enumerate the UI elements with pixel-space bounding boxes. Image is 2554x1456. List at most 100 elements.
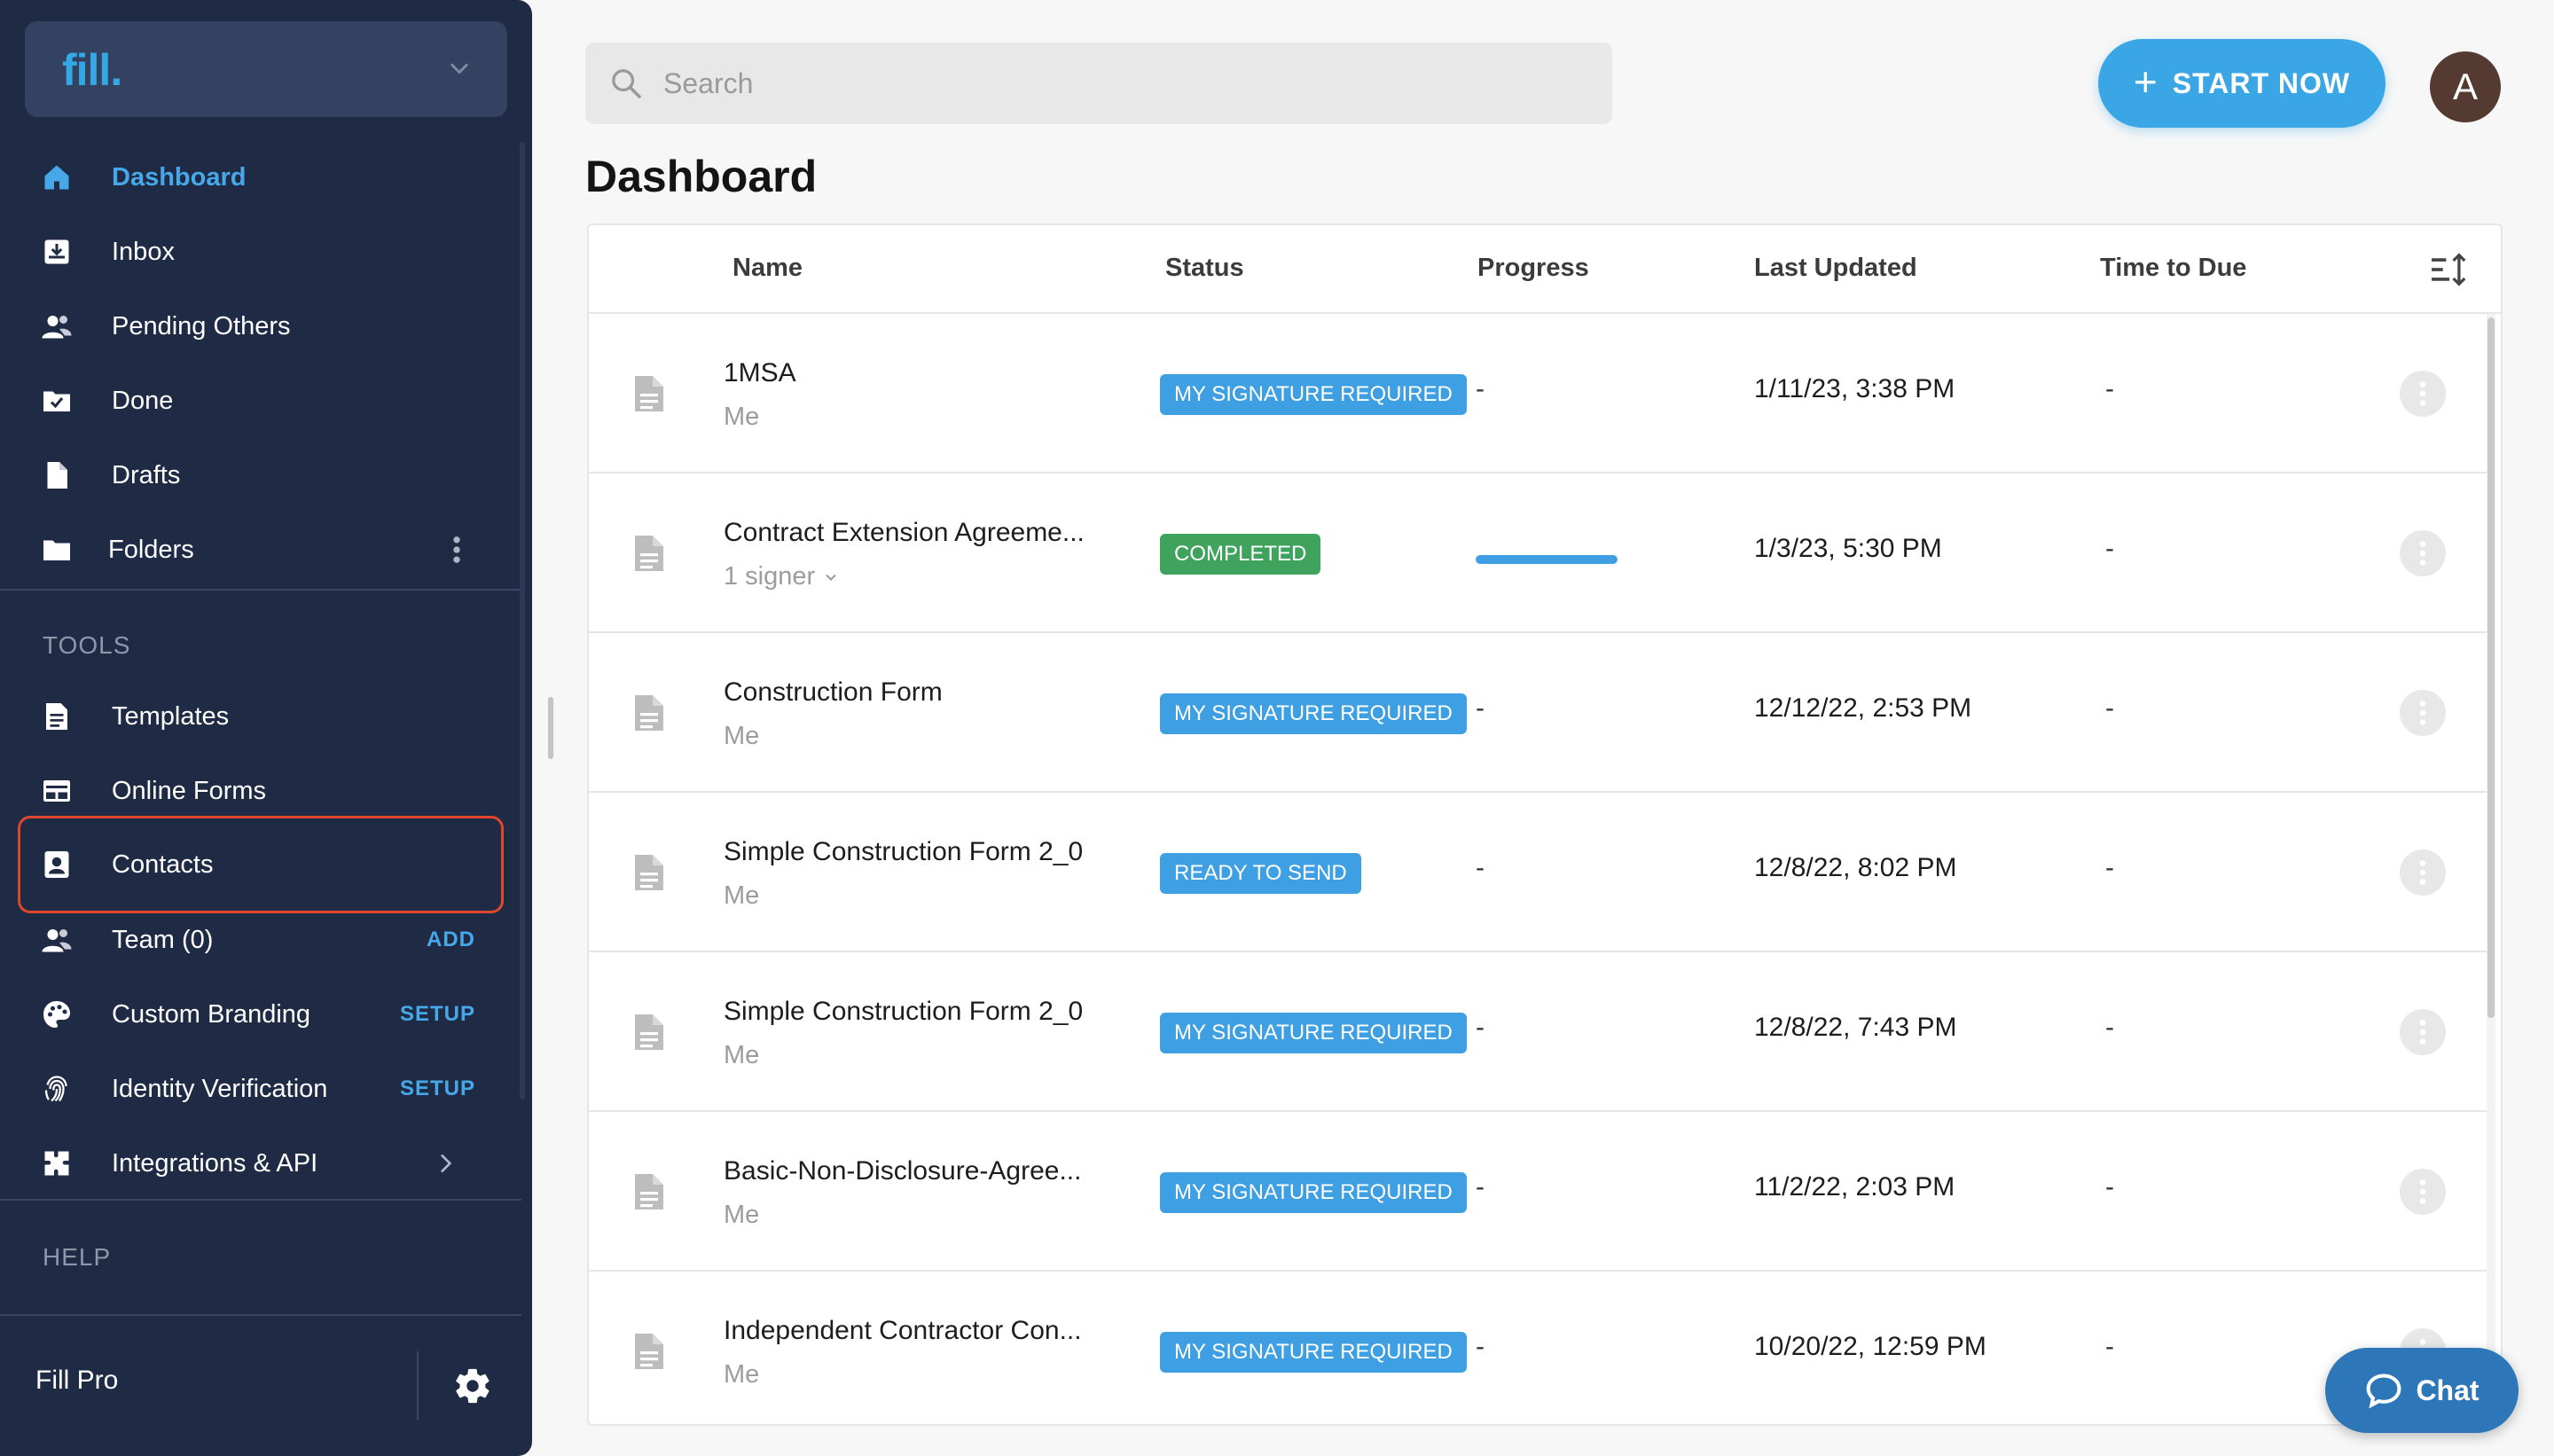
time-to-due: - xyxy=(2105,374,2114,403)
sidebar-item-pending-others[interactable]: Pending Others xyxy=(18,289,504,364)
row-more-button[interactable] xyxy=(2400,1169,2446,1215)
table-scrollbar-thumb[interactable] xyxy=(2487,317,2495,1018)
contacts-icon xyxy=(37,845,76,884)
document-icon xyxy=(635,536,663,571)
search-icon xyxy=(612,69,641,98)
column-header-last-updated[interactable]: Last Updated xyxy=(1754,254,1917,282)
row-more-button[interactable] xyxy=(2400,1009,2446,1055)
document-signer: Me xyxy=(724,1041,760,1069)
sidebar-item-done[interactable]: Done xyxy=(18,364,504,438)
sidebar-item-label: Contacts xyxy=(112,849,214,879)
status-badge: MY SIGNATURE REQUIRED xyxy=(1160,374,1467,415)
sidebar-item-folders[interactable]: Folders xyxy=(18,513,504,587)
footer-divider xyxy=(417,1351,419,1421)
table-scrollbar[interactable] xyxy=(2487,314,2495,1422)
progress-fill xyxy=(1476,555,1618,564)
more-vertical-icon xyxy=(2419,381,2426,406)
last-updated: 12/12/22, 2:53 PM xyxy=(1754,693,1972,723)
table-row[interactable]: Construction Form Me MY SIGNATURE REQUIR… xyxy=(589,633,2487,793)
table-row[interactable]: Simple Construction Form 2_0 Me READY TO… xyxy=(589,793,2487,952)
team-add-button[interactable]: ADD xyxy=(427,928,475,951)
templates-icon xyxy=(37,697,76,736)
chevron-down-icon xyxy=(826,574,836,581)
sidebar-item-identity-verification[interactable]: Identity Verification SETUP xyxy=(18,1052,504,1126)
status-badge: MY SIGNATURE REQUIRED xyxy=(1160,693,1467,734)
avatar[interactable]: A xyxy=(2430,51,2501,122)
more-vertical-icon xyxy=(2419,1179,2426,1204)
document-signer: Me xyxy=(724,1360,760,1389)
sidebar-item-label: Integrations & API xyxy=(112,1148,318,1178)
sidebar-resize-handle[interactable] xyxy=(548,697,553,759)
document-name[interactable]: Independent Contractor Con... xyxy=(724,1316,1082,1345)
document-name[interactable]: 1MSA xyxy=(724,358,796,387)
row-more-button[interactable] xyxy=(2400,530,2446,576)
column-header-progress[interactable]: Progress xyxy=(1477,254,1589,282)
workspace-switcher[interactable]: fill. xyxy=(25,21,507,117)
document-name[interactable]: Simple Construction Form 2_0 xyxy=(724,837,1084,866)
document-icon xyxy=(635,1334,663,1369)
sidebar-item-team[interactable]: Team (0) ADD xyxy=(18,903,504,977)
document-icon xyxy=(635,695,663,731)
chevron-down-icon xyxy=(450,63,468,74)
sidebar-item-dashboard[interactable]: Dashboard xyxy=(18,140,504,215)
sidebar-item-templates[interactable]: Templates xyxy=(18,679,504,754)
branding-setup-button[interactable]: SETUP xyxy=(399,1002,475,1026)
sidebar-item-contacts[interactable]: Contacts xyxy=(18,816,504,913)
more-vertical-icon xyxy=(2419,1020,2426,1045)
row-more-button[interactable] xyxy=(2400,690,2446,736)
document-name[interactable]: Simple Construction Form 2_0 xyxy=(724,997,1084,1026)
sidebar-scrollbar[interactable] xyxy=(520,142,525,1100)
document-name[interactable]: Contract Extension Agreeme... xyxy=(724,518,1085,547)
status-badge: MY SIGNATURE REQUIRED xyxy=(1160,1013,1467,1053)
document-signer: Me xyxy=(724,722,760,750)
fingerprint-icon xyxy=(37,1069,76,1108)
last-updated: 11/2/22, 2:03 PM xyxy=(1754,1172,1955,1202)
help-section-title[interactable]: HELP xyxy=(43,1243,112,1271)
sidebar-item-drafts[interactable]: Drafts xyxy=(18,438,504,513)
folders-more-icon[interactable] xyxy=(452,536,461,564)
table-row[interactable]: Contract Extension Agreeme... 1 signer C… xyxy=(589,474,2487,633)
start-now-button[interactable]: + START NOW xyxy=(2098,39,2386,128)
search-bar[interactable] xyxy=(585,43,1612,124)
sort-icon[interactable] xyxy=(2430,252,2469,287)
sidebar-divider xyxy=(0,1199,521,1201)
gear-icon[interactable] xyxy=(452,1366,493,1406)
row-more-button[interactable] xyxy=(2400,849,2446,896)
document-name[interactable]: Construction Form xyxy=(724,677,943,707)
status-badge: COMPLETED xyxy=(1160,534,1321,575)
signers-dropdown[interactable]: 1 signer xyxy=(724,562,840,591)
chevron-right-icon xyxy=(441,1154,452,1173)
sidebar-item-integrations[interactable]: Integrations & API xyxy=(18,1126,504,1201)
table-row[interactable]: Independent Contractor Con... Me MY SIGN… xyxy=(589,1272,2487,1424)
table-row[interactable]: 1MSA Me MY SIGNATURE REQUIRED - 1/11/23,… xyxy=(589,314,2487,474)
row-more-button[interactable] xyxy=(2400,371,2446,417)
sidebar-item-label: Inbox xyxy=(112,237,175,266)
tools-section-title: TOOLS xyxy=(43,631,131,659)
identity-setup-button[interactable]: SETUP xyxy=(399,1076,475,1100)
sidebar-item-inbox[interactable]: Inbox xyxy=(18,215,504,289)
column-header-name[interactable]: Name xyxy=(733,254,803,282)
table-row[interactable]: Basic-Non-Disclosure-Agree... Me MY SIGN… xyxy=(589,1112,2487,1272)
folder-icon xyxy=(37,530,76,569)
document-name[interactable]: Basic-Non-Disclosure-Agree... xyxy=(724,1156,1082,1186)
status-badge: MY SIGNATURE REQUIRED xyxy=(1160,1172,1467,1213)
sidebar-item-label: Team (0) xyxy=(112,925,214,954)
column-header-status[interactable]: Status xyxy=(1165,254,1244,282)
table-row[interactable]: Simple Construction Form 2_0 Me MY SIGNA… xyxy=(589,952,2487,1112)
column-header-time-to-due[interactable]: Time to Due xyxy=(2100,254,2247,282)
sidebar-item-online-forms[interactable]: Online Forms xyxy=(18,754,504,828)
search-input[interactable] xyxy=(662,66,1552,101)
last-updated: 1/3/23, 5:30 PM xyxy=(1754,534,1942,563)
sidebar-item-label: Done xyxy=(112,386,174,415)
progress-value: - xyxy=(1476,1172,1485,1202)
inbox-icon xyxy=(37,232,76,271)
plan-label: Fill Pro xyxy=(35,1366,119,1395)
document-signer: Me xyxy=(724,403,760,431)
time-to-due: - xyxy=(2105,853,2114,882)
progress-value: - xyxy=(1476,1332,1485,1361)
sidebar-divider xyxy=(0,589,521,591)
start-now-label: START NOW xyxy=(2172,67,2351,99)
chat-button[interactable]: Chat xyxy=(2325,1348,2519,1433)
time-to-due: - xyxy=(2105,1332,2114,1361)
sidebar-item-custom-branding[interactable]: Custom Branding SETUP xyxy=(18,977,504,1052)
